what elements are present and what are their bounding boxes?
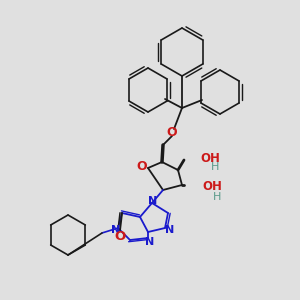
Text: N: N <box>111 225 121 235</box>
Text: N: N <box>165 225 175 235</box>
Text: OH: OH <box>202 181 222 194</box>
Text: O: O <box>167 125 177 139</box>
Text: N: N <box>148 196 158 206</box>
Text: H: H <box>211 162 219 172</box>
Text: O: O <box>114 230 126 242</box>
Text: H: H <box>213 192 221 202</box>
Text: N: N <box>146 237 154 247</box>
Text: OH: OH <box>200 152 220 164</box>
Text: O: O <box>137 160 147 173</box>
